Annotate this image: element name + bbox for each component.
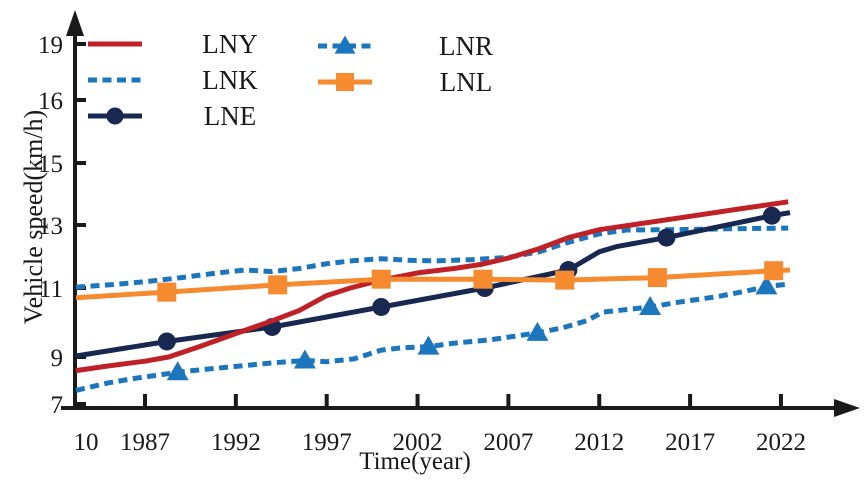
- legend-item-lnr: LNR: [318, 32, 512, 60]
- series-line-lnl: [75, 267, 791, 301]
- legend-swatch-lnr-triangle-marker: [318, 35, 372, 54]
- triangle-marker: [417, 335, 440, 355]
- series-lnk: [75, 225, 789, 290]
- circle-marker: [106, 107, 124, 125]
- legend-label-lnk: LNK: [202, 65, 258, 95]
- y-tick-label: 9: [51, 345, 64, 372]
- x-origin-label: 10: [74, 429, 99, 456]
- triangle-marker: [334, 35, 356, 54]
- y-axis-arrowhead: [66, 10, 84, 36]
- x-tick-label: 2007: [483, 429, 533, 456]
- triangle-marker: [526, 321, 549, 341]
- legend-label-lnr: LNR: [439, 31, 493, 61]
- square-marker: [647, 268, 667, 288]
- x-tick-label: 2012: [574, 429, 624, 456]
- legend-item-lnl: LNL: [318, 68, 512, 96]
- y-tick-label: 16: [38, 88, 63, 115]
- square-marker: [335, 72, 355, 92]
- y-tick-label: 13: [38, 213, 63, 240]
- triangle-marker: [639, 295, 662, 315]
- y-axis-title: Vehicle speed(km/h): [19, 109, 48, 325]
- square-marker: [371, 269, 391, 289]
- x-axis-arrowhead: [834, 399, 860, 417]
- triangle-marker: [166, 361, 189, 381]
- series-lnr: [75, 275, 789, 393]
- square-marker: [764, 261, 784, 281]
- circle-marker: [157, 332, 176, 351]
- x-tick-label: 1992: [211, 429, 261, 456]
- series-line-lny: [75, 199, 789, 374]
- legend-item-lne: LNE: [88, 102, 276, 130]
- series-line-lne: [75, 210, 791, 359]
- legend-swatch-lnk-dashed-line: [88, 77, 142, 83]
- square-marker: [473, 269, 493, 289]
- legend-label-lne: LNE: [203, 101, 257, 131]
- y-tick-label: 15: [38, 151, 63, 178]
- x-tick-label: 1997: [302, 429, 352, 456]
- square-marker: [157, 282, 177, 302]
- legend-swatch-lnl-square-marker: [318, 72, 372, 92]
- triangle-marker: [755, 275, 778, 295]
- circle-marker: [657, 228, 676, 247]
- circle-marker: [762, 206, 781, 225]
- legend-label-lnl: LNL: [439, 67, 493, 97]
- legend-item-lnk: LNK: [88, 66, 276, 94]
- x-tick-label: 2002: [393, 429, 443, 456]
- x-tick-label: 2022: [756, 429, 806, 456]
- legend-swatch-lny-line: [88, 41, 142, 47]
- y-tick-label: 11: [39, 276, 63, 303]
- square-marker: [555, 270, 575, 290]
- triangle-marker: [293, 349, 316, 369]
- y-tick-label: 19: [38, 32, 63, 59]
- x-axis-title: Time(year): [359, 448, 471, 475]
- circle-marker: [372, 297, 391, 316]
- y-tick-label: 7: [51, 392, 64, 419]
- series-lnl: [75, 261, 791, 302]
- legend-swatch-lne-circle-marker: [88, 107, 142, 125]
- legend-label-lny: LNY: [202, 29, 258, 59]
- x-axis-ticks: 1987 1992 1997 2002 2007 2012 2017 2022 10: [74, 394, 806, 456]
- legend-item-lny: LNY: [88, 30, 276, 58]
- x-tick-label: 1987: [120, 429, 170, 456]
- x-tick-label: 2017: [665, 429, 715, 456]
- square-marker: [268, 275, 288, 295]
- series-line-lnk: [75, 225, 789, 290]
- series-lny: [75, 199, 789, 374]
